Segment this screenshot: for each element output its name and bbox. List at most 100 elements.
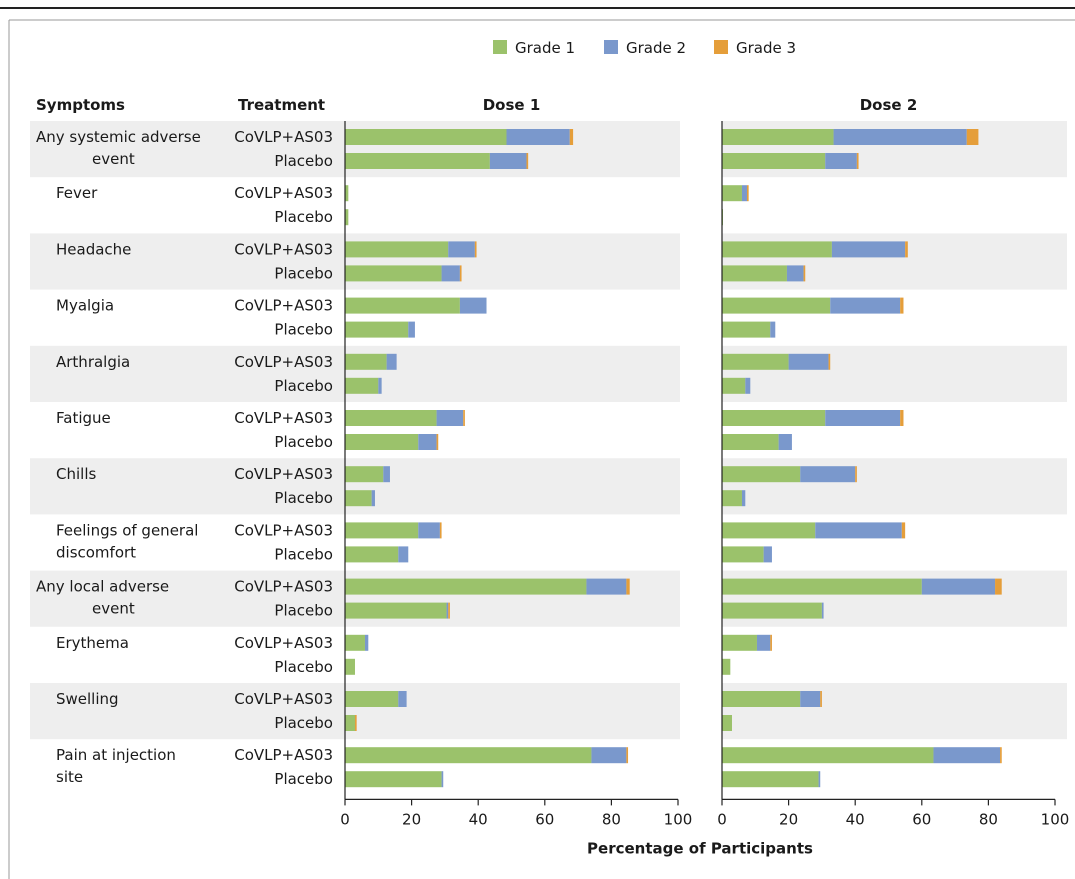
treatment-label: Placebo — [274, 152, 333, 170]
bar-segment — [446, 602, 449, 619]
bar-segment — [722, 410, 826, 426]
bar-segment — [386, 353, 397, 370]
bar-segment — [803, 265, 806, 282]
bar-segment — [722, 129, 834, 145]
treatment-label: Placebo — [274, 264, 333, 282]
bar-segment — [722, 153, 826, 169]
bar-segment — [722, 265, 787, 282]
legend-label: Grade 1 — [515, 39, 575, 57]
bar-segment — [722, 715, 732, 731]
x-tick-label: 0 — [340, 810, 350, 828]
panel-title: Dose 2 — [860, 96, 918, 114]
bar-segment — [856, 153, 859, 169]
bar-segment — [722, 321, 771, 338]
legend-label: Grade 2 — [626, 39, 686, 57]
bar-segment — [722, 691, 801, 707]
bar-segment — [722, 602, 822, 619]
x-tick-label: 20 — [402, 810, 421, 828]
x-tick-label: 0 — [717, 810, 727, 828]
bar-segment — [345, 634, 365, 651]
bar-segment — [722, 771, 819, 788]
bar-segment — [770, 634, 772, 651]
symptom-label: Erythema — [56, 634, 129, 652]
bar-segment — [398, 691, 407, 707]
bar-segment — [345, 321, 409, 338]
bar-segment — [345, 602, 447, 619]
x-axis-label: Percentage of Participants — [587, 839, 813, 857]
bar-segment — [569, 129, 574, 145]
bar-segment — [448, 241, 475, 258]
bar-segment — [383, 466, 390, 483]
x-tick-label: 100 — [664, 810, 693, 828]
bar-segment — [439, 522, 442, 539]
bar-segment — [345, 490, 372, 507]
bar-segment — [591, 747, 627, 764]
bar-segment — [345, 185, 349, 202]
symptom-label: Feelings of general — [56, 521, 198, 539]
treatment-label: Placebo — [274, 714, 333, 732]
bar-segment — [966, 129, 979, 145]
bar-segment — [722, 297, 831, 314]
bar-segment — [788, 353, 829, 370]
symptom-label: Any systemic adverse — [36, 128, 201, 146]
bar-segment — [746, 185, 749, 202]
bar-segment — [722, 658, 731, 675]
bar-segment — [825, 153, 857, 169]
bar-segment — [722, 353, 789, 370]
treatment-label: Placebo — [274, 770, 333, 788]
treatment-label: CoVLP+AS03 — [234, 353, 333, 371]
treatment-label: CoVLP+AS03 — [234, 240, 333, 258]
bar-segment — [741, 185, 747, 202]
bar-segment — [345, 241, 449, 258]
bar-segment — [722, 377, 746, 394]
bar-segment — [441, 265, 460, 282]
bar-segment — [901, 522, 906, 539]
bar-segment — [408, 321, 415, 338]
bar-segment — [831, 241, 906, 258]
bar-segment — [345, 466, 384, 483]
bar-segment — [825, 410, 901, 426]
bar-segment — [345, 434, 419, 450]
symptom-label: Headache — [56, 240, 131, 258]
bar-segment — [345, 129, 507, 145]
bar-segment — [345, 658, 355, 675]
bar-segment — [474, 241, 477, 258]
symptom-label: Chills — [56, 465, 96, 483]
bar-segment — [436, 410, 464, 426]
treatment-label: CoVLP+AS03 — [234, 746, 333, 764]
symptom-label: event — [92, 600, 135, 618]
bar-segment — [722, 578, 922, 595]
bar-segment — [436, 434, 439, 450]
treatment-label: Placebo — [274, 208, 333, 226]
x-tick-label: 60 — [535, 810, 554, 828]
bar-segment — [418, 522, 440, 539]
treatment-label: Placebo — [274, 489, 333, 507]
bar-segment — [921, 578, 996, 595]
treatment-label: Placebo — [274, 545, 333, 563]
bar-segment — [800, 466, 856, 483]
treatment-label: CoVLP+AS03 — [234, 297, 333, 315]
treatment-header: Treatment — [238, 96, 325, 114]
symptom-label: Fatigue — [56, 409, 111, 427]
symptom-label: Myalgia — [56, 297, 114, 315]
bar-segment — [722, 747, 934, 764]
bar-segment — [820, 691, 822, 707]
bar-segment — [345, 297, 460, 314]
bar-segment — [378, 377, 382, 394]
bar-segment — [371, 490, 375, 507]
x-tick-label: 40 — [846, 810, 865, 828]
bar-segment — [821, 602, 824, 619]
treatment-label: CoVLP+AS03 — [234, 409, 333, 427]
bar-segment — [745, 377, 751, 394]
bar-segment — [345, 747, 592, 764]
symptom-label: discomfort — [56, 543, 136, 561]
treatment-label: CoVLP+AS03 — [234, 578, 333, 596]
bar-segment — [833, 129, 967, 145]
x-tick-label: 80 — [979, 810, 998, 828]
bar-segment — [905, 241, 908, 258]
legend-swatch — [714, 40, 728, 54]
bar-segment — [722, 466, 801, 483]
treatment-label: CoVLP+AS03 — [234, 128, 333, 146]
symptoms-header: Symptoms — [36, 96, 125, 114]
